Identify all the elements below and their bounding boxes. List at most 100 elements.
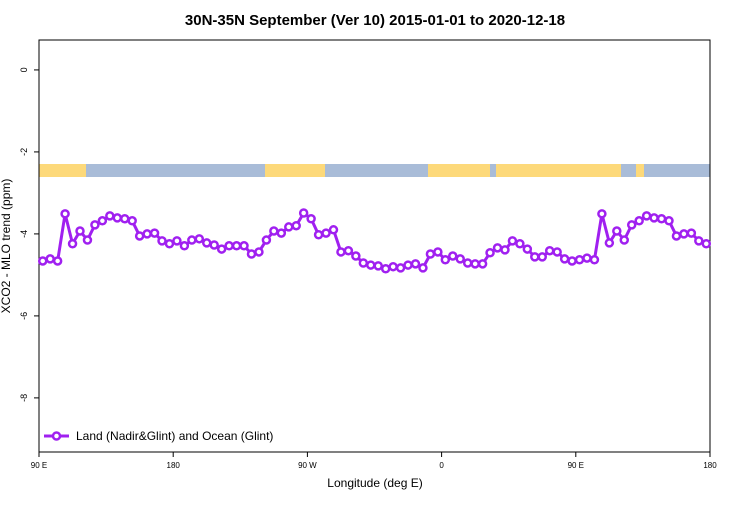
data-point [567, 256, 577, 266]
data-point [45, 254, 55, 264]
data-point [351, 251, 361, 261]
data-point [388, 261, 398, 272]
data-point [209, 240, 219, 250]
data-point [127, 216, 137, 226]
data-point [671, 231, 682, 241]
data-point [254, 247, 264, 257]
y-tick-label: -6 [19, 312, 29, 320]
data-point [112, 213, 123, 223]
data-point [403, 260, 413, 270]
data-point [477, 259, 488, 269]
y-tick-label: -2 [19, 148, 29, 156]
data-point [418, 263, 428, 273]
data-point [694, 236, 704, 246]
x-tick-label: 90 W [298, 461, 317, 470]
data-point [261, 235, 272, 245]
data-point [470, 259, 480, 269]
data-point [448, 251, 458, 261]
data-point [149, 228, 160, 238]
legend: Land (Nadir&Glint) and Ocean (Glint) [44, 429, 273, 443]
data-point [52, 256, 63, 266]
data-point [246, 249, 257, 259]
legend-marker [51, 431, 62, 441]
data-point [97, 216, 108, 226]
y-axis-label: XCO2 - MLO trend (ppm) [0, 179, 13, 314]
data-point [75, 226, 85, 236]
data-point [507, 236, 518, 246]
data-point [522, 244, 533, 254]
data-point [231, 241, 242, 251]
data-point [500, 245, 510, 255]
data-point [559, 254, 570, 264]
x-tick-label: 90 E [568, 461, 584, 470]
data-point [664, 216, 674, 226]
data-point [455, 254, 465, 264]
data-point [373, 261, 383, 271]
data-point [433, 247, 443, 257]
data-point [179, 241, 190, 251]
data-point [187, 235, 197, 245]
y-tick-label: -4 [19, 230, 29, 238]
data-point [686, 228, 697, 238]
x-tick-label: 0 [439, 461, 444, 470]
data-point [679, 229, 689, 239]
data-point [239, 241, 249, 251]
data-point [291, 220, 301, 231]
data-point [134, 231, 145, 241]
data-point [649, 213, 659, 223]
data-point [321, 228, 331, 238]
data-point [202, 238, 212, 248]
data-point [328, 225, 339, 235]
data-point [410, 259, 421, 269]
data-point [119, 213, 130, 224]
data-point [612, 226, 622, 236]
legend-label: Land (Nadir&Glint) and Ocean (Glint) [76, 429, 273, 443]
data-point [313, 229, 324, 240]
data-point [37, 256, 48, 266]
data-point [634, 216, 644, 226]
x-tick-label: 90 E [31, 461, 47, 470]
data-point [343, 245, 354, 256]
data-point [172, 236, 182, 246]
data-point [544, 245, 555, 256]
data-point [604, 238, 615, 248]
x-axis-label: Longitude (deg E) [327, 476, 422, 490]
data-point [269, 226, 279, 236]
data-point [462, 258, 473, 268]
data-point [216, 244, 227, 254]
land-band [428, 164, 490, 177]
land-band [636, 164, 644, 177]
data-point [60, 209, 70, 219]
data-point [67, 238, 78, 249]
data-point [142, 229, 152, 239]
data-point [380, 264, 391, 274]
data-point [82, 235, 93, 245]
data-point [224, 241, 234, 251]
land-ocean-strip [39, 164, 710, 177]
data-point [492, 243, 503, 253]
data-point [589, 254, 600, 265]
data-point [194, 234, 205, 244]
data-point [574, 254, 585, 265]
data-point [701, 238, 712, 249]
y-tick-label: -8 [19, 394, 29, 402]
data-point [425, 249, 436, 259]
data-point [164, 238, 175, 249]
data-point [298, 208, 309, 218]
data-point [276, 228, 287, 238]
data-point [530, 252, 540, 262]
data-point [336, 247, 346, 257]
data-point [485, 248, 495, 258]
data-point [582, 253, 592, 263]
data-point [619, 235, 630, 245]
chart-title: 30N-35N September (Ver 10) 2015-01-01 to… [185, 12, 565, 29]
x-tick-label: 180 [167, 461, 181, 470]
data-point [157, 236, 167, 246]
data-point [395, 263, 406, 273]
land-band [39, 164, 86, 177]
data-point [537, 252, 547, 262]
land-band [265, 164, 325, 177]
data-point [366, 260, 376, 270]
data-point [105, 211, 115, 221]
